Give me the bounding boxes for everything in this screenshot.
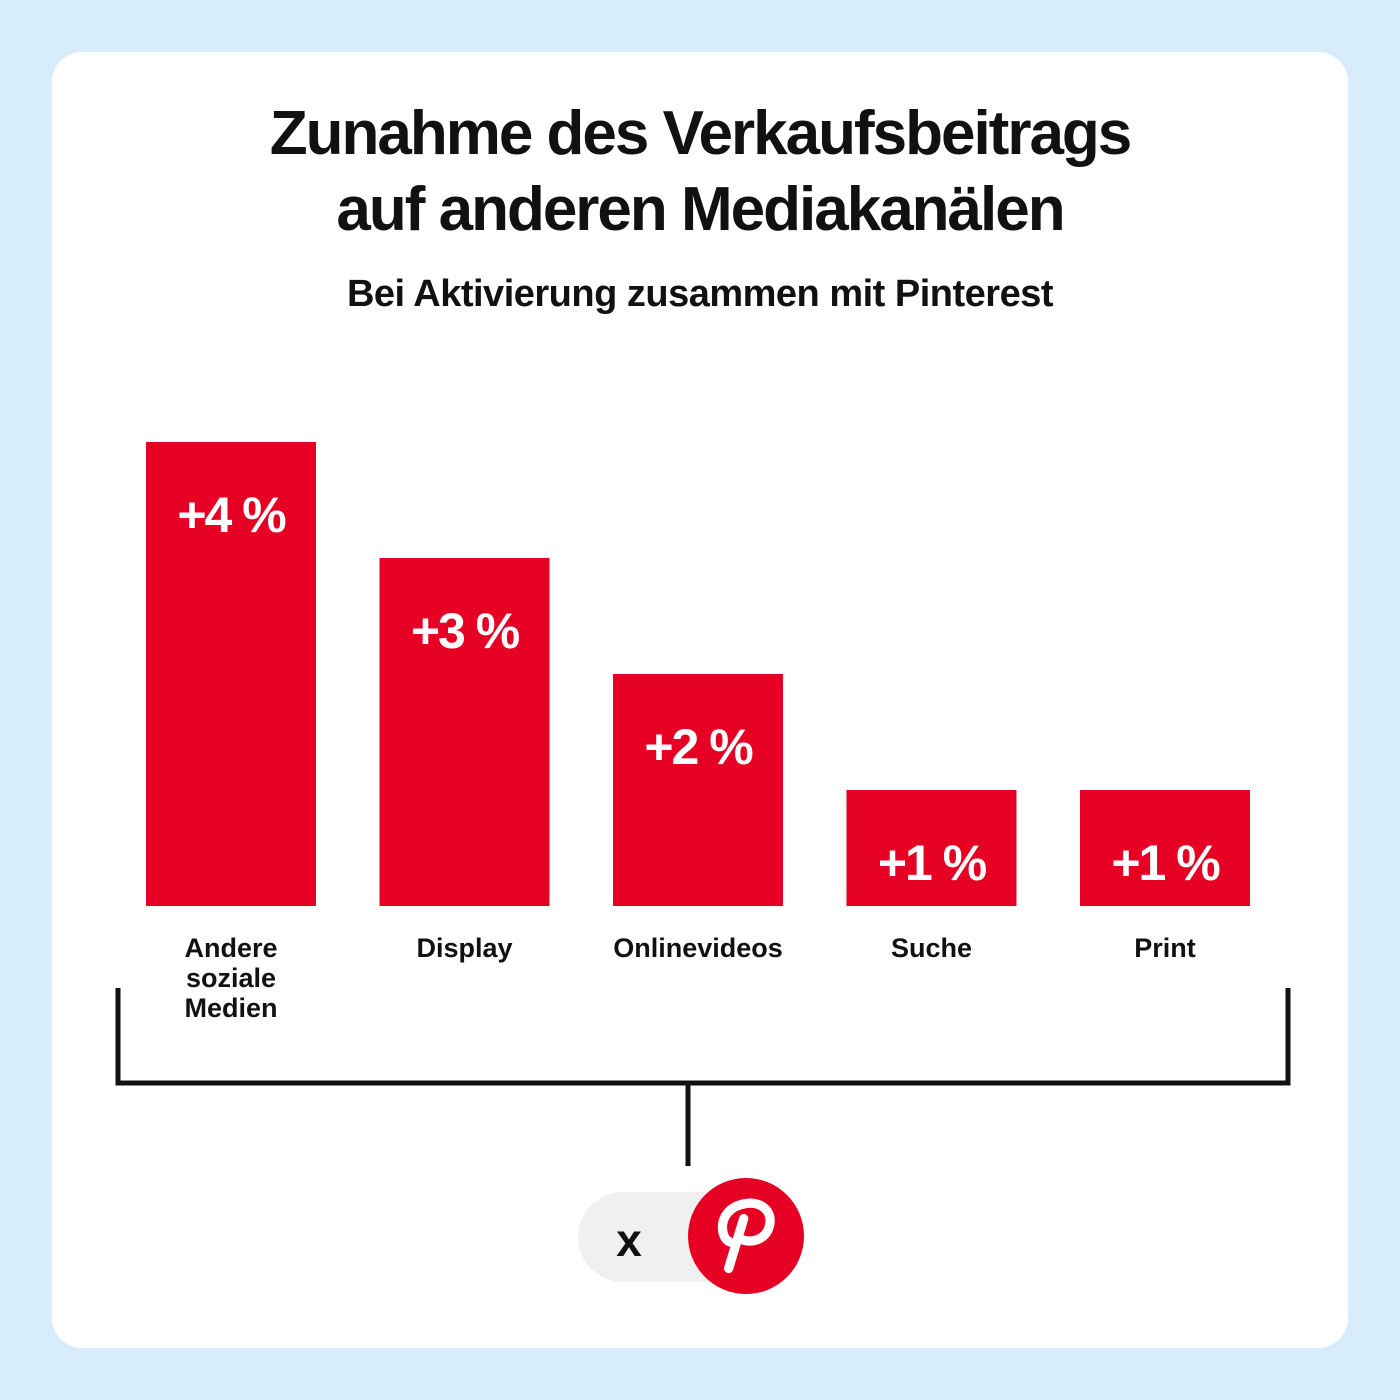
bars-group: +4 % Andere soziale Medien +3 % Display +2 % On… xyxy=(146,442,1250,1023)
bar-value-label-0: +4 % xyxy=(177,487,286,543)
category-label-line: Print xyxy=(1134,933,1196,963)
category-label-line: Onlinevideos xyxy=(613,933,783,963)
chart-subtitle: Bei Aktivierung zusammen mit Pinterest xyxy=(346,273,1054,315)
category-label-line: Andere xyxy=(184,933,277,963)
category-label-4: Print xyxy=(1134,933,1196,963)
category-label-line: Medien xyxy=(184,993,277,1023)
category-label-line: Suche xyxy=(891,933,972,963)
category-label-line: Display xyxy=(416,933,512,963)
pinterest-logo-icon xyxy=(688,1178,804,1294)
chart-title-line-2: auf anderen Mediakanälen xyxy=(336,175,1065,244)
bar-1 xyxy=(379,558,550,906)
bar-value-label-2: +2 % xyxy=(644,719,753,775)
bar-4 xyxy=(1080,790,1250,906)
bar-value-label-4: +1 % xyxy=(1111,835,1220,891)
bracket-line xyxy=(115,988,1291,1086)
category-label-3: Suche xyxy=(891,933,972,963)
chart-title: Zunahme des Verkaufsbeitrags auf anderen… xyxy=(0,96,1400,248)
multiplier-label: x xyxy=(616,1214,642,1266)
bar-value-label-3: +1 % xyxy=(878,835,987,891)
category-label-line: soziale xyxy=(186,963,276,993)
chart-title-line-1: Zunahme des Verkaufsbeitrags xyxy=(269,99,1133,168)
category-label-1: Display xyxy=(416,933,512,963)
category-label-2: Onlinevideos xyxy=(613,933,783,963)
bar-value-label-1: +3 % xyxy=(411,603,520,659)
bracket xyxy=(115,988,1291,1166)
bar-0 xyxy=(146,442,316,906)
category-label-0: Andere soziale Medien xyxy=(184,933,277,1023)
bar-3 xyxy=(846,790,1017,906)
bar-2 xyxy=(613,674,783,906)
